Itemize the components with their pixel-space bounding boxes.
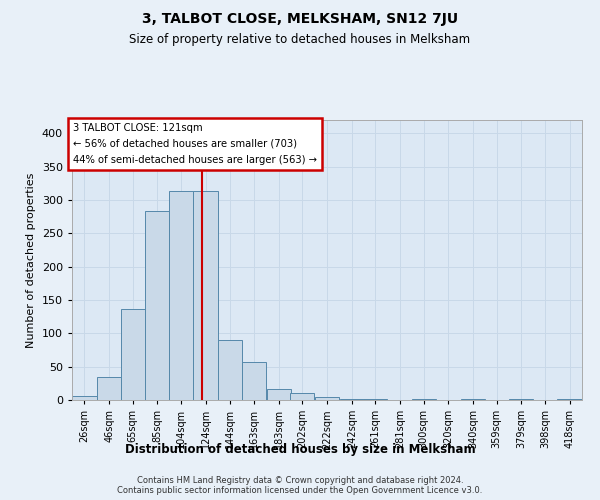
Bar (145, 210, 169, 400)
Bar (267, 388, 290, 400)
Bar (242, 362, 266, 400)
Bar (340, 398, 364, 400)
Text: Size of property relative to detached houses in Melksham: Size of property relative to detached ho… (130, 32, 470, 46)
Text: Distribution of detached houses by size in Melksham: Distribution of detached houses by size … (125, 442, 475, 456)
Text: Contains HM Land Registry data © Crown copyright and database right 2024.
Contai: Contains HM Land Registry data © Crown c… (118, 476, 482, 495)
Bar (315, 398, 339, 400)
Bar (72, 396, 97, 400)
Text: 3 TALBOT CLOSE: 121sqm
← 56% of detached houses are smaller (703)
44% of semi-de: 3 TALBOT CLOSE: 121sqm ← 56% of detached… (73, 124, 317, 164)
Bar (412, 398, 436, 400)
Bar (218, 340, 242, 400)
Bar (121, 310, 145, 400)
Bar (97, 376, 121, 400)
Text: 3, TALBOT CLOSE, MELKSHAM, SN12 7JU: 3, TALBOT CLOSE, MELKSHAM, SN12 7JU (142, 12, 458, 26)
Bar (193, 190, 218, 400)
Bar (290, 394, 314, 400)
Y-axis label: Number of detached properties: Number of detached properties (26, 172, 36, 348)
Bar (169, 192, 193, 400)
Bar (557, 398, 582, 400)
